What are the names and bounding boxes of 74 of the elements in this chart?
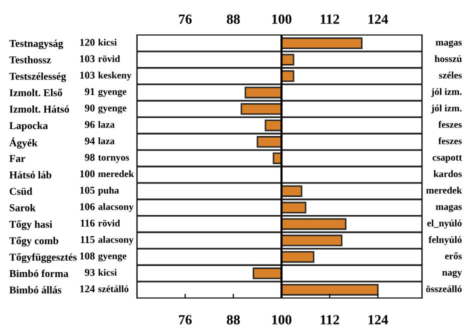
data-label: 93 [84,268,95,276]
text: rövid [98,55,120,62]
y-tick-label: Tőgyfüggesztés [9,253,77,263]
text: tornyos [98,155,130,163]
text: gyenge [98,254,126,262]
y-tick-label: Bimbó állás [9,286,62,294]
y-tick-label: Sarok [10,204,36,212]
data-label: 124 [80,285,95,292]
text: kicsi [98,38,117,46]
text: jól izm. [431,104,462,114]
x-tick-label: 112 [320,14,340,24]
data-label: 90 [84,104,95,112]
text: feszes [438,120,462,128]
data-label: 108 [80,252,95,260]
y-tick-label: Lapocka [9,122,48,132]
x-tick-label: 124 [368,14,388,24]
data-label: 116 [80,220,95,227]
text: alacsony [98,236,134,245]
data-label: 106 [80,203,95,210]
y-tick-label: Testnagyság [9,40,64,50]
text: 100 [80,170,95,178]
x2-tick-label: 124 [368,315,388,324]
y-tick-label: Ágyék [9,137,38,149]
data-label: 105 [80,186,95,194]
x2-tick-label: 76 [179,315,192,324]
y-tick-label: Izmolt. Első [10,88,62,96]
data-label: 103 [80,55,95,62]
text: el_nyúló [427,220,462,228]
text: keskeny [98,72,132,81]
text: magas [436,40,462,48]
x2-tick-label: 100 [272,315,292,324]
text: szétálló [98,285,128,292]
text: felnyúló [428,236,462,245]
y-tick-label: Hátsó láb [9,171,52,178]
text: kardos [434,170,462,178]
data-label: 103 [80,72,95,79]
y-tick-label: Bimbó forma [9,270,68,278]
data-label: 91 [84,88,94,96]
x-tick-label: 100 [272,14,292,24]
text: meredek [98,170,134,178]
data-label: 120 [80,38,95,46]
x-tick-label: 88 [226,14,240,24]
text: gyenge [98,90,126,97]
data-label: 115 [80,236,95,244]
text: alacsony [98,203,134,212]
y-tick-label: Izmolt. Hátsó [10,105,69,113]
text: erős [445,252,462,260]
y-tick-label: Tőgy comb [9,236,58,246]
x2-tick-label: 112 [320,315,340,324]
y-tick-label: Csüd [10,188,32,195]
y-tick-label: Testszélesség [9,72,66,82]
text: kicsi [98,268,117,276]
text: magas [436,204,462,212]
y-tick-label: Testhossz [9,56,51,64]
text: jól izm. [431,88,462,97]
text: széles [439,72,462,79]
text: feszes [438,137,462,144]
text: gyenge [98,106,126,114]
data-label: 98 [84,154,95,161]
text: laza [98,137,115,144]
text: csapott [432,155,462,163]
x-tick-label: 76 [179,14,192,24]
text: puha [98,186,119,196]
text: laza [98,121,115,128]
text: meredek [426,186,462,194]
text: nagy [442,270,462,278]
text: rövid [98,220,120,226]
data-label: 94 [84,137,95,144]
y-tick-label: Far [9,155,26,162]
x2-tick-label: 88 [226,315,240,324]
y-tick-label: Tőgy hasi [9,220,52,230]
data-label: 96 [84,121,95,128]
text: hosszú [434,55,462,62]
text: összeálló [426,285,462,292]
